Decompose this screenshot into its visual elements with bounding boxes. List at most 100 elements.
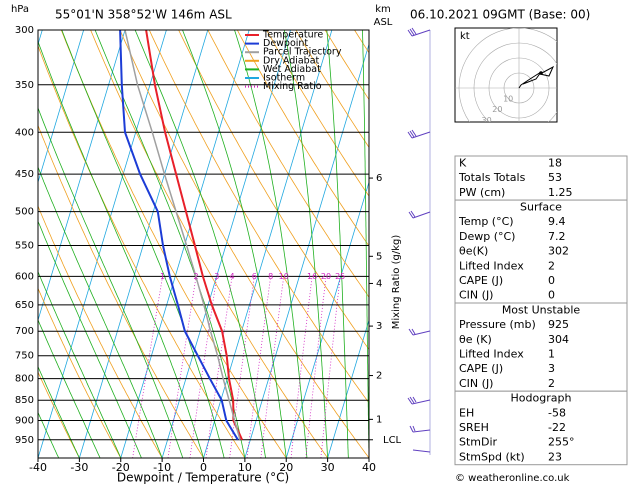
table-label: Pressure (mb) (459, 318, 536, 331)
y-tick-label: 850 (15, 395, 34, 406)
wet-adiabat (283, 30, 328, 458)
km-tick-label: 2 (376, 371, 382, 382)
mixing-ratio-label: 3 (214, 272, 219, 281)
dry-adiabat (38, 124, 204, 458)
mixing-ratio-label: 8 (268, 272, 273, 281)
wet-adiabat (234, 30, 308, 458)
hodo-ring (488, 57, 550, 119)
dry-adiabat (178, 30, 369, 351)
x-tick-label: 20 (279, 461, 293, 474)
legend-label: Parcel Trajectory (263, 47, 342, 58)
legend-label: Dry Adiabat (263, 55, 320, 66)
profile-line (119, 30, 239, 441)
isotherm (327, 318, 369, 458)
mixing-ratio-label: 16 (307, 272, 317, 281)
table-value: 304 (548, 333, 569, 346)
dry-adiabat (60, 30, 287, 458)
table-value: 925 (548, 318, 569, 331)
wet-adiabat (38, 166, 163, 458)
mixing-ratio-label: 2 (194, 272, 199, 281)
mixing-ratio-line (290, 276, 313, 458)
hodo-ring (503, 72, 535, 104)
table-label: θe (K) (459, 333, 492, 346)
wet-adiabat (362, 30, 369, 458)
mixing-ratio-line (205, 276, 233, 458)
isotherm (285, 180, 369, 458)
x-tick-label: -40 (29, 461, 47, 474)
mixing-ratio-line (320, 276, 341, 458)
wet-adiabat (38, 270, 122, 458)
table-label: SREH (459, 421, 489, 434)
wet-adiabat (182, 30, 287, 458)
hodo-trace (518, 71, 542, 89)
hodograph-unit: kt (460, 31, 470, 42)
wet-adiabat (38, 106, 184, 458)
y-tick-label: 900 (15, 416, 34, 427)
table-label: K (459, 156, 467, 169)
y-tick-label: 950 (15, 435, 34, 446)
table-label: Temp (°C) (458, 215, 514, 228)
x-tick-label: 30 (321, 461, 335, 474)
wet-adiabat (134, 30, 266, 458)
x-axis-title: Dewpoint / Temperature (°C) (117, 471, 289, 485)
profile-line (124, 30, 241, 441)
y-tick-label: 350 (15, 80, 34, 91)
table-value: 302 (548, 245, 569, 258)
mixing-ratio-label: 20 (321, 272, 331, 281)
table-title: Hodograph (511, 392, 572, 405)
table-value: 3 (548, 362, 555, 375)
mixing-ratio-label: 6 (252, 272, 257, 281)
x-tick-label: 40 (362, 461, 376, 474)
table-label: StmDir (459, 436, 498, 449)
table-value: 7.2 (548, 230, 566, 243)
mixing-ratio-line (189, 276, 218, 458)
km-tick-label: 1 (376, 414, 382, 425)
dry-adiabat (266, 30, 369, 197)
table-label: θe(K) (459, 245, 488, 258)
chart-title: 55°01'N 358°52'W 146m ASL (55, 8, 232, 22)
dry-adiabat (38, 44, 246, 458)
table-value: 0 (548, 289, 555, 302)
x-tick-label: -30 (70, 461, 88, 474)
table-value: 1 (548, 347, 555, 360)
table-label: CAPE (J) (459, 362, 503, 375)
hodo-ring-label: 30 (482, 116, 492, 125)
isotherm (38, 30, 167, 458)
x-tick-label: 10 (238, 461, 252, 474)
x-tick-label: 0 (200, 461, 207, 474)
hodograph-frame (454, 27, 558, 123)
dry-adiabat (148, 30, 369, 404)
x-tick-label: -10 (153, 461, 171, 474)
mixing-ratio-line (167, 276, 197, 458)
dry-adiabat (38, 205, 163, 458)
wet-adiabat (38, 457, 39, 458)
y-tick-label: 650 (15, 300, 34, 311)
table-value: -58 (548, 406, 566, 419)
wind-barbs (407, 27, 431, 453)
wet-adiabat (38, 411, 60, 458)
hodo-arrow (538, 65, 555, 77)
dry-adiabat (236, 30, 369, 247)
dry-adiabat (207, 30, 369, 298)
table-label: CAPE (J) (459, 274, 503, 287)
table-label: Dewp (°C) (459, 230, 515, 243)
table-label: PW (cm) (459, 186, 505, 199)
date-label: 06.10.2021 09GMT (Base: 00) (410, 8, 590, 22)
table-label: CIN (J) (459, 377, 493, 390)
table-box (454, 199, 628, 304)
wet-adiabat (61, 30, 225, 458)
table-box (454, 302, 628, 392)
hodo-dot (539, 71, 543, 75)
table-label: EH (459, 406, 474, 419)
hodo-ring-label: 10 (503, 94, 513, 103)
table-label: Lifted Index (459, 347, 524, 360)
table-value: 53 (548, 171, 562, 184)
wet-adiabat (38, 220, 142, 458)
km-tick-label: 3 (376, 321, 382, 332)
km-tick-label: 5 (376, 251, 382, 262)
wet-adiabat (38, 40, 204, 458)
asl-label: ASL (374, 17, 393, 28)
wet-adiabat (38, 365, 80, 458)
hodo-ring-label: 20 (492, 105, 502, 114)
isotherm (38, 30, 85, 184)
